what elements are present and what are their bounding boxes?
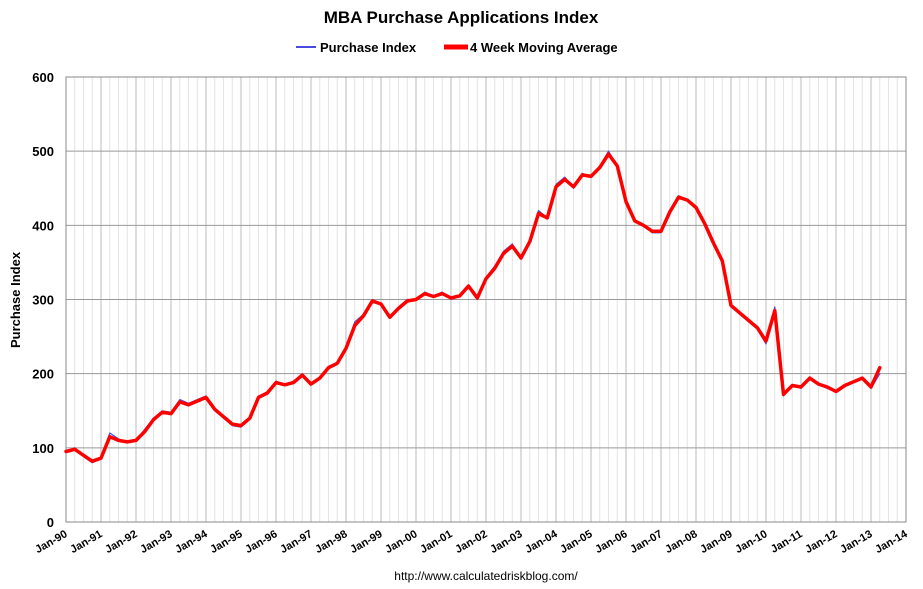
x-tick-label: Jan-06: [593, 528, 629, 556]
x-tick-label: Jan-99: [348, 528, 384, 556]
x-tick-label: Jan-12: [803, 528, 839, 556]
x-tick-label: Jan-91: [68, 528, 104, 556]
x-tick-label: Jan-11: [769, 528, 805, 556]
chart-title: MBA Purchase Applications Index: [324, 8, 599, 27]
legend: Purchase Index 4 Week Moving Average: [296, 40, 618, 55]
source-url: http://www.calculatedriskblog.com/: [394, 569, 578, 583]
x-tick-label: Jan-03: [488, 528, 524, 556]
x-tick-label: Jan-13: [838, 528, 874, 556]
x-tick-label: Jan-05: [558, 528, 594, 556]
legend-label-purchase-index: Purchase Index: [320, 40, 417, 55]
x-tick-label: Jan-96: [243, 528, 279, 556]
y-tick-label: 400: [32, 218, 54, 233]
x-tick-label: Jan-10: [733, 528, 769, 556]
x-tick-label: Jan-94: [173, 528, 210, 556]
x-tick-label: Jan-00: [383, 528, 419, 556]
x-tick-label: Jan-07: [628, 528, 664, 556]
y-tick-labels: 0 100 200 300 400 500 600: [32, 70, 54, 530]
x-tick-label: Jan-93: [138, 528, 174, 556]
x-tick-label: Jan-90: [33, 528, 69, 556]
series-line-moving-average: [64, 152, 882, 463]
y-tick-label: 300: [32, 293, 54, 308]
x-tick-label: Jan-97: [278, 528, 314, 556]
series-lines: [64, 150, 882, 464]
x-tick-label: Jan-01: [418, 528, 454, 556]
x-tick-label: Jan-14: [873, 528, 910, 556]
x-tick-label: Jan-02: [453, 528, 489, 556]
x-tick-labels: Jan-90Jan-91Jan-92Jan-93Jan-94Jan-95Jan-…: [33, 528, 910, 556]
x-tick-label: Jan-04: [523, 528, 560, 556]
y-tick-label: 500: [32, 144, 54, 159]
x-tick-label: Jan-95: [208, 528, 244, 556]
y-tick-label: 600: [32, 70, 54, 85]
legend-label-moving-average: 4 Week Moving Average: [470, 40, 618, 55]
x-tick-label: Jan-08: [663, 528, 699, 556]
x-tick-label: Jan-98: [313, 528, 349, 556]
y-tick-label: 100: [32, 441, 54, 456]
y-tick-label: 200: [32, 367, 54, 382]
y-axis-label: Purchase Index: [8, 251, 23, 348]
x-tick-label: Jan-09: [698, 528, 734, 556]
x-tick-label: Jan-92: [103, 528, 139, 556]
y-tick-label: 0: [47, 515, 54, 530]
plot-area: [65, 76, 907, 523]
grid: [65, 76, 907, 523]
